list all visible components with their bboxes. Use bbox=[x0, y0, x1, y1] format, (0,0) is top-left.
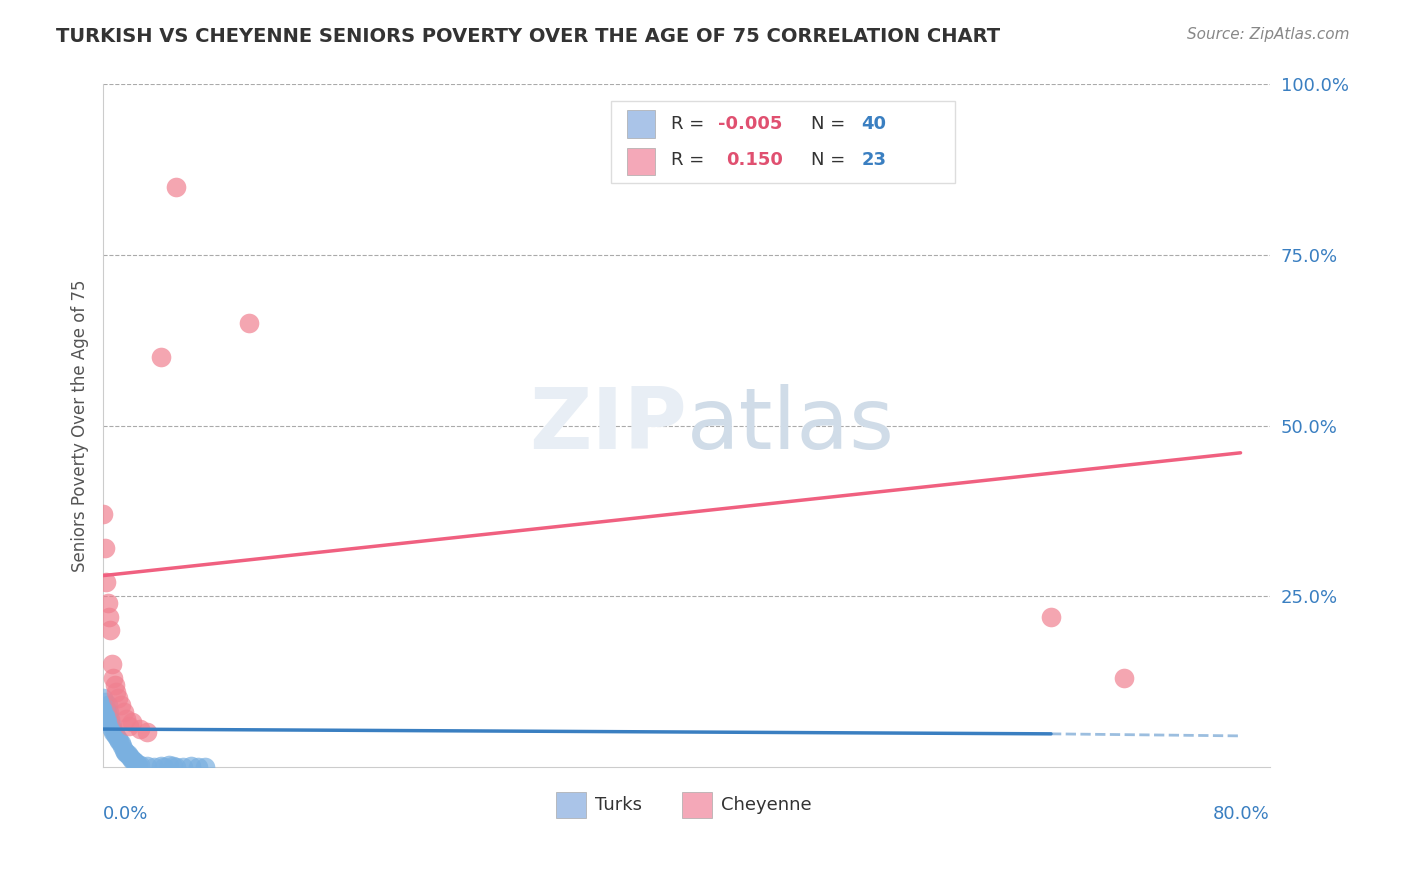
Point bbox=[101, 722, 124, 736]
Point bbox=[91, 507, 114, 521]
Point bbox=[96, 698, 118, 713]
Point bbox=[100, 623, 122, 637]
Point bbox=[108, 733, 131, 747]
Point bbox=[194, 759, 217, 773]
Point bbox=[125, 756, 148, 771]
Point bbox=[101, 719, 124, 733]
Point bbox=[118, 749, 141, 764]
FancyBboxPatch shape bbox=[555, 792, 586, 818]
Point bbox=[114, 745, 136, 759]
Point bbox=[162, 759, 184, 773]
Point bbox=[172, 759, 194, 773]
Point bbox=[103, 671, 125, 685]
Point bbox=[117, 747, 139, 762]
Point bbox=[93, 695, 115, 709]
Point bbox=[118, 719, 141, 733]
Point bbox=[187, 759, 209, 773]
Text: TURKISH VS CHEYENNE SENIORS POVERTY OVER THE AGE OF 75 CORRELATION CHART: TURKISH VS CHEYENNE SENIORS POVERTY OVER… bbox=[56, 27, 1000, 45]
FancyBboxPatch shape bbox=[682, 792, 711, 818]
Text: 0.0%: 0.0% bbox=[103, 805, 149, 823]
Y-axis label: Seniors Poverty Over the Age of 75: Seniors Poverty Over the Age of 75 bbox=[72, 279, 89, 572]
Point bbox=[115, 712, 138, 726]
Point bbox=[1112, 671, 1135, 685]
Point bbox=[143, 759, 166, 773]
Text: N =: N = bbox=[811, 152, 851, 169]
FancyBboxPatch shape bbox=[627, 111, 655, 137]
Point bbox=[104, 727, 127, 741]
Point bbox=[110, 736, 132, 750]
Text: N =: N = bbox=[811, 115, 851, 134]
Point bbox=[105, 684, 128, 698]
Text: R =: R = bbox=[671, 152, 710, 169]
Text: Turks: Turks bbox=[595, 796, 643, 814]
Point bbox=[94, 575, 117, 590]
Text: ZIP: ZIP bbox=[529, 384, 686, 467]
Text: 80.0%: 80.0% bbox=[1213, 805, 1270, 823]
Text: R =: R = bbox=[671, 115, 710, 134]
Point bbox=[112, 705, 135, 719]
Text: 0.150: 0.150 bbox=[725, 152, 783, 169]
Point bbox=[105, 729, 128, 743]
Point bbox=[128, 758, 150, 772]
Point bbox=[97, 705, 120, 719]
Point bbox=[97, 609, 120, 624]
Point bbox=[124, 756, 146, 770]
Point bbox=[104, 678, 127, 692]
Point bbox=[127, 757, 149, 772]
Point bbox=[94, 701, 117, 715]
Point bbox=[153, 759, 176, 773]
Point bbox=[107, 691, 129, 706]
Point bbox=[120, 751, 142, 765]
Point bbox=[122, 754, 145, 768]
FancyBboxPatch shape bbox=[610, 102, 955, 184]
Point bbox=[135, 725, 157, 739]
Point bbox=[121, 753, 143, 767]
Point bbox=[100, 712, 122, 726]
Point bbox=[238, 316, 260, 330]
Point bbox=[96, 596, 118, 610]
Point bbox=[110, 698, 132, 713]
Point bbox=[96, 708, 118, 723]
Point bbox=[103, 725, 125, 739]
Point bbox=[150, 351, 173, 365]
Text: Cheyenne: Cheyenne bbox=[721, 796, 813, 814]
Point bbox=[1039, 609, 1062, 624]
Point bbox=[128, 722, 150, 736]
Point bbox=[101, 657, 124, 672]
Point bbox=[165, 179, 187, 194]
Point bbox=[165, 759, 187, 773]
Point bbox=[157, 758, 180, 772]
Point bbox=[150, 759, 173, 773]
Point bbox=[115, 746, 138, 760]
Point bbox=[180, 759, 202, 773]
Point bbox=[107, 732, 129, 747]
FancyBboxPatch shape bbox=[627, 148, 655, 175]
Text: atlas: atlas bbox=[686, 384, 894, 467]
Text: Source: ZipAtlas.com: Source: ZipAtlas.com bbox=[1187, 27, 1350, 42]
Point bbox=[91, 691, 114, 706]
Point bbox=[100, 715, 122, 730]
Point bbox=[121, 715, 143, 730]
Point bbox=[135, 759, 157, 773]
Text: -0.005: -0.005 bbox=[718, 115, 782, 134]
Point bbox=[111, 739, 134, 753]
Text: 40: 40 bbox=[862, 115, 886, 134]
Text: 23: 23 bbox=[862, 152, 886, 169]
Point bbox=[112, 742, 135, 756]
Point bbox=[93, 541, 115, 556]
